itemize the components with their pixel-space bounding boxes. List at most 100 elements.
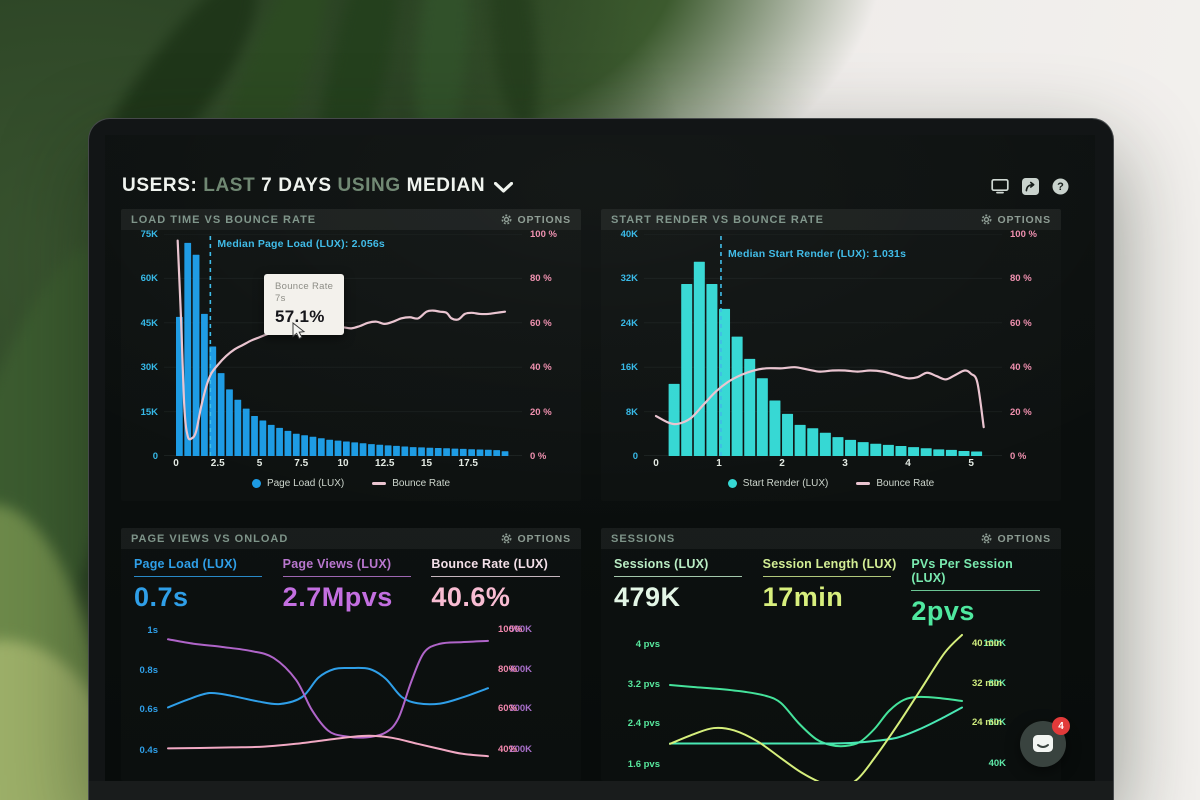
trend-line <box>167 734 489 758</box>
chat-launcher-button[interactable]: 4 <box>1020 717 1070 767</box>
metric-value: 17min <box>762 582 844 612</box>
metric[interactable]: Session Length (LUX) 17min <box>762 557 900 627</box>
tooltip-value: 57.1% <box>275 306 325 326</box>
histogram-bar[interactable] <box>267 424 275 456</box>
histogram-bar[interactable] <box>434 448 442 456</box>
options-button[interactable]: OPTIONS <box>501 214 571 226</box>
histogram-bar[interactable] <box>459 448 467 456</box>
share-icon[interactable] <box>1022 177 1039 195</box>
histogram-bar[interactable] <box>782 413 794 456</box>
histogram-bar[interactable] <box>309 436 317 456</box>
histogram-bar[interactable] <box>393 445 400 456</box>
histogram-bar[interactable] <box>731 336 743 456</box>
histogram-bar[interactable] <box>326 439 334 456</box>
options-button[interactable]: OPTIONS <box>981 533 1051 545</box>
histogram-bar[interactable] <box>933 449 945 456</box>
page-title[interactable]: USERS: LAST 7 DAYS USING MEDIAN <box>122 175 486 196</box>
x-axis-tick: 5 <box>256 458 263 469</box>
histogram-bar[interactable] <box>359 443 367 456</box>
histogram-bar[interactable] <box>192 254 200 456</box>
y-axis-label: 80K <box>988 677 1006 689</box>
histogram-bar[interactable] <box>484 449 492 456</box>
histogram-bar[interactable] <box>226 389 233 456</box>
histogram-bar[interactable] <box>493 450 501 456</box>
histogram-bar[interactable] <box>719 308 731 456</box>
y-axis-left: 40K 32K 24K 16K 8K 0 <box>614 229 644 462</box>
histogram-bar[interactable] <box>418 447 425 456</box>
help-icon[interactable]: ? <box>1052 178 1069 195</box>
histogram-bar[interactable] <box>451 448 459 456</box>
histogram-bar[interactable] <box>744 358 756 456</box>
histogram-bar[interactable] <box>284 430 292 456</box>
chart-plot[interactable]: Bounce Rate 7s 57.1% Median Page Load (L… <box>164 234 522 456</box>
chart-plot[interactable] <box>164 619 492 769</box>
metric[interactable]: Bounce Rate (LUX) 40.6% <box>431 557 568 613</box>
histogram-bar[interactable] <box>251 416 258 456</box>
histogram-bar[interactable] <box>368 444 375 456</box>
histogram-bar[interactable] <box>857 442 869 456</box>
histogram-bar[interactable] <box>376 444 384 456</box>
histogram-bar[interactable] <box>920 448 932 456</box>
histogram-bar[interactable] <box>870 443 882 456</box>
histogram-bar[interactable] <box>217 373 225 456</box>
histogram-bar[interactable] <box>184 242 192 456</box>
histogram-bar[interactable] <box>794 424 806 456</box>
histogram-bar[interactable] <box>292 433 300 456</box>
metric-underline <box>762 576 892 577</box>
histogram-bar[interactable] <box>882 444 894 456</box>
histogram-bar[interactable] <box>317 438 325 456</box>
chart-plot[interactable] <box>666 633 966 781</box>
histogram-bar[interactable] <box>693 261 705 456</box>
histogram-bar[interactable] <box>756 378 768 456</box>
histogram-bar[interactable] <box>343 441 350 456</box>
histogram-bar[interactable] <box>832 437 844 456</box>
panel-sessions: SESSIONS OPTIONS Sessions (LUX) 479K Sessi… <box>601 528 1061 781</box>
histogram-bar[interactable] <box>426 447 434 456</box>
metric[interactable]: Sessions (LUX) 479K <box>614 557 751 627</box>
histogram-bar[interactable] <box>895 446 907 456</box>
y-axis-label: 30K <box>140 362 158 374</box>
histogram-bar[interactable] <box>845 439 857 456</box>
histogram-bar[interactable] <box>908 447 920 456</box>
histogram-bar[interactable] <box>501 451 509 456</box>
histogram-bar[interactable] <box>176 316 183 456</box>
histogram-bar[interactable] <box>276 427 283 456</box>
histogram-bar[interactable] <box>668 383 680 456</box>
histogram-bar[interactable] <box>201 313 208 456</box>
options-button[interactable]: OPTIONS <box>981 214 1051 226</box>
histogram-bar[interactable] <box>819 432 831 456</box>
panel-header: LOAD TIME VS BOUNCE RATE OPTIONS <box>121 209 581 230</box>
histogram-bar[interactable] <box>958 451 970 456</box>
chart-plot[interactable]: Median Start Render (LUX): 1.031s <box>644 234 1002 456</box>
metrics-row: Sessions (LUX) 479K Session Length (LUX) 17… <box>601 549 1061 629</box>
histogram-bar[interactable] <box>681 283 693 456</box>
y-axis-label: 60K <box>140 273 158 285</box>
histogram-bar[interactable] <box>234 399 242 456</box>
histogram-bar[interactable] <box>384 445 392 456</box>
y-axis-label: 24K <box>620 317 638 329</box>
histogram-bar[interactable] <box>971 451 983 456</box>
y-axis-left: 4 pvs 3.2 pvs 2.4 pvs 1.6 pvs <box>614 633 666 781</box>
options-button[interactable]: OPTIONS <box>501 533 571 545</box>
histogram-bar[interactable] <box>706 283 718 456</box>
histogram-bar[interactable] <box>301 435 308 456</box>
histogram-bar[interactable] <box>259 420 267 456</box>
tooltip-series: Bounce Rate <box>275 281 334 292</box>
histogram-bar[interactable] <box>351 442 359 456</box>
chevron-down-icon[interactable] <box>494 181 514 193</box>
histogram-bar[interactable] <box>409 447 417 456</box>
histogram-bar[interactable] <box>807 428 819 456</box>
metric[interactable]: Page Views (LUX) 2.7Mpvs <box>282 557 420 613</box>
histogram-bar[interactable] <box>242 408 250 456</box>
y-axis-label: 500K <box>509 623 532 635</box>
display-icon[interactable] <box>991 178 1009 194</box>
histogram-bar[interactable] <box>945 449 957 456</box>
histogram-bar[interactable] <box>334 440 342 456</box>
metric[interactable]: Page Load (LUX) 0.7s <box>134 557 271 613</box>
histogram-bar[interactable] <box>443 448 450 456</box>
histogram-bar[interactable] <box>769 400 781 457</box>
metric[interactable]: PVs Per Session (LUX) 2pvs <box>911 557 1048 627</box>
histogram-bar[interactable] <box>401 446 409 456</box>
histogram-bar[interactable] <box>476 449 484 456</box>
histogram-bar[interactable] <box>468 449 475 456</box>
